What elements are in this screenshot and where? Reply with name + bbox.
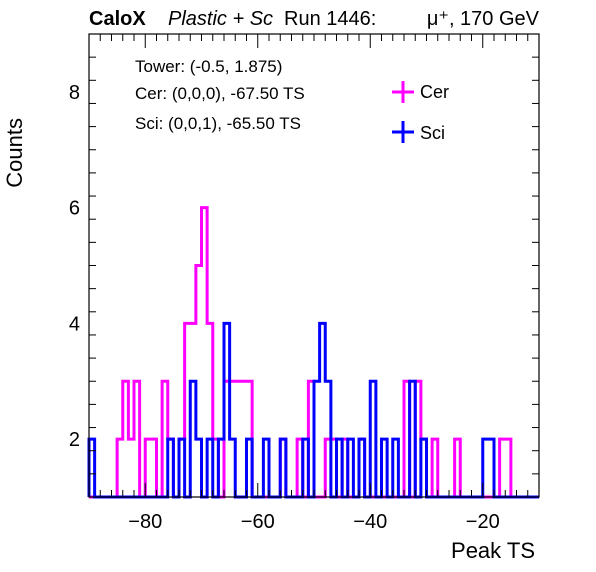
x-tick-label: −20 <box>466 511 500 533</box>
y-tick-label: 6 <box>69 198 80 220</box>
axis-layer: −80 −60 −40 −20 2 4 6 8 <box>69 33 540 533</box>
info-tower: Tower: (-0.5, 1.875) <box>135 57 282 76</box>
x-tick-label: −40 <box>353 511 387 533</box>
chart-run: Run 1446: <box>284 8 376 30</box>
chart-brand: CaloX <box>89 8 146 30</box>
legend-label-cer: Cer <box>420 82 449 102</box>
y-tick-label: 8 <box>69 82 80 104</box>
info-cer: Cer: (0,0,0), -67.50 TS <box>135 84 305 103</box>
legend: Cer Sci <box>392 81 449 143</box>
y-tick-label: 4 <box>69 313 80 335</box>
info-sci: Sci: (0,0,1), -65.50 TS <box>135 114 301 133</box>
legend-marker-sci <box>392 121 414 143</box>
x-axis-label: Peak TS <box>451 538 535 563</box>
x-tick-label: −60 <box>241 511 275 533</box>
y-axis-label: Counts <box>2 118 27 188</box>
legend-marker-cer <box>392 81 414 103</box>
y-tick-label: 2 <box>69 429 80 451</box>
legend-label-sci: Sci <box>420 123 445 143</box>
x-tick-label: −80 <box>128 511 162 533</box>
chart-beam: μ⁺, 170 GeV <box>427 8 540 30</box>
chart-subtitle: Plastic + Sc <box>168 8 273 30</box>
